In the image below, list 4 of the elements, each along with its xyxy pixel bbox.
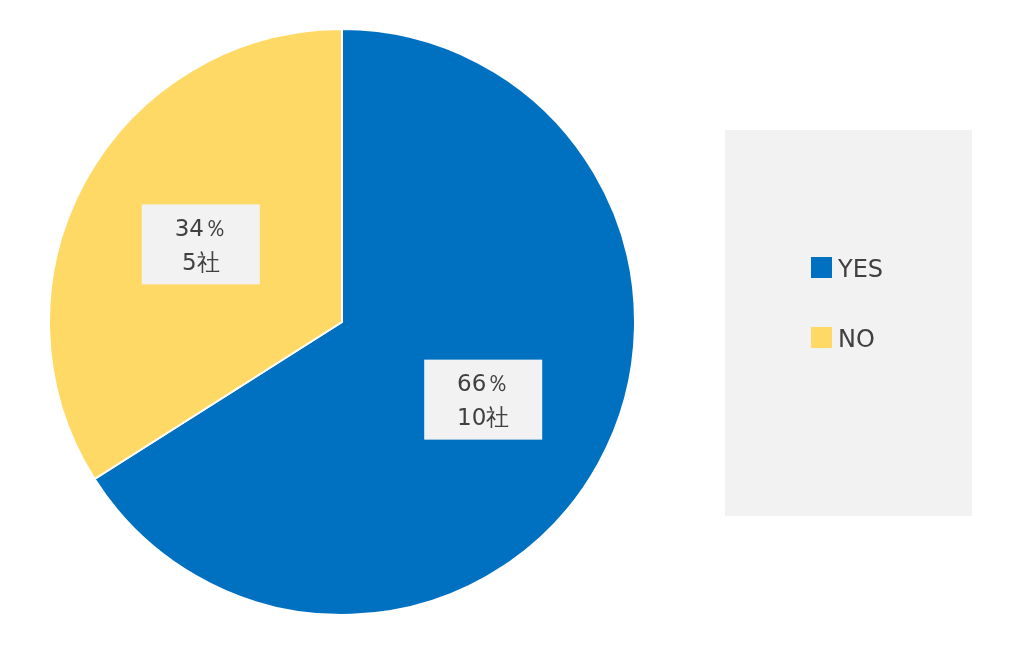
data-label: 34％ 5社 [174,214,227,275]
data-label: 66％ 10社 [457,370,510,431]
legend-label: NO [838,325,875,353]
legend-label: YES [837,255,884,283]
